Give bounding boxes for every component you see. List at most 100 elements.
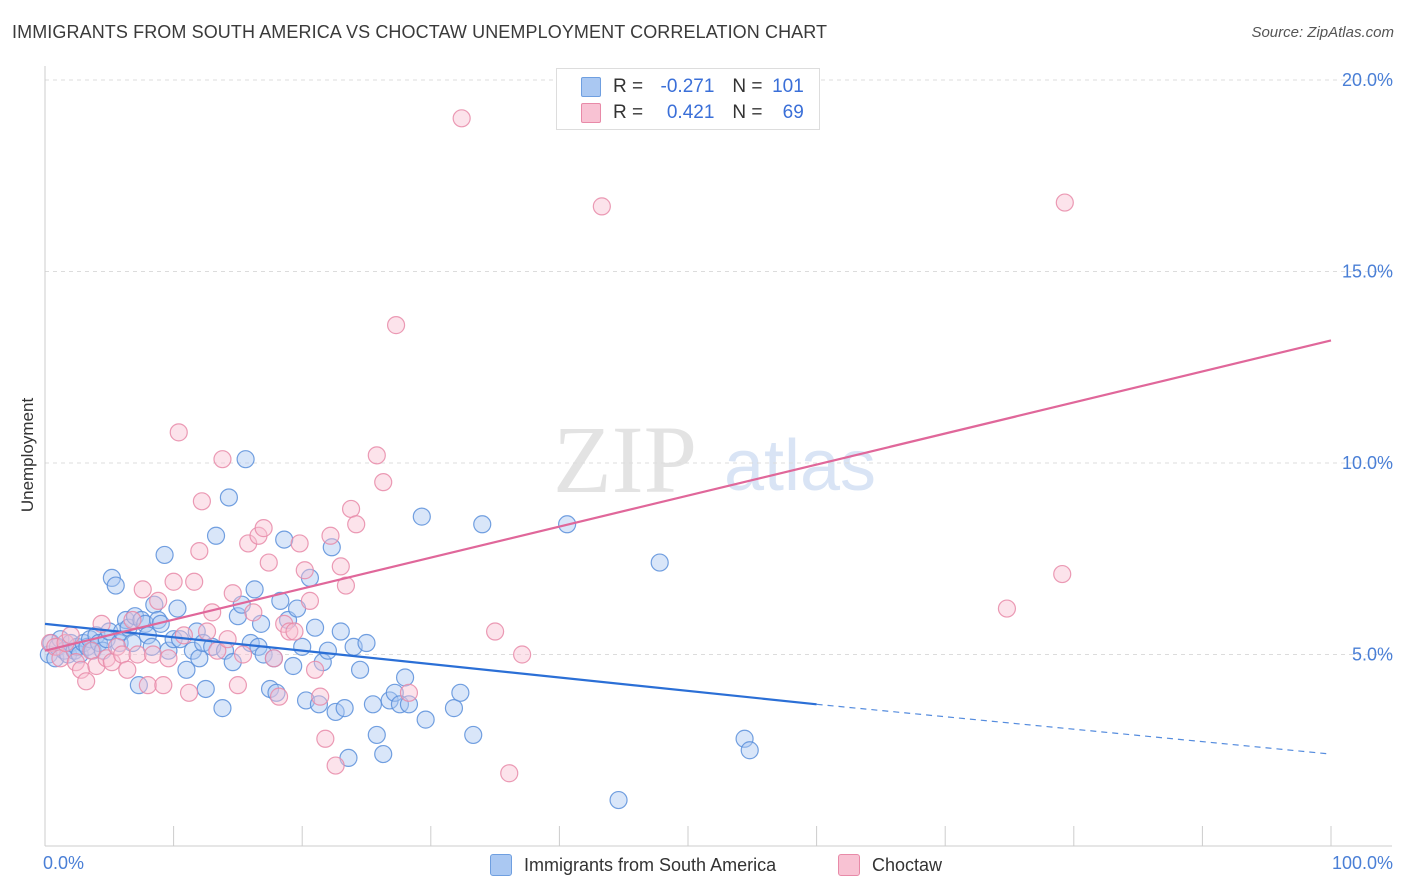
data-point bbox=[233, 645, 253, 664]
data-point bbox=[331, 557, 350, 576]
data-point bbox=[206, 526, 226, 545]
data-point bbox=[185, 572, 204, 591]
r-label: R = bbox=[613, 102, 644, 123]
data-point bbox=[87, 656, 106, 676]
data-point bbox=[174, 626, 193, 645]
series-legend: Immigrants from South America Choctaw bbox=[0, 851, 1406, 879]
data-point bbox=[305, 618, 325, 637]
legend-swatch-immigrants bbox=[490, 854, 512, 876]
data-point bbox=[318, 641, 338, 660]
series-immigrants bbox=[39, 450, 759, 810]
gridlines bbox=[45, 79, 1392, 655]
stats-row-choctaw: R = 0.421 N = 69 bbox=[581, 100, 804, 126]
data-point bbox=[363, 695, 383, 714]
data-point bbox=[218, 630, 237, 649]
data-point bbox=[412, 507, 431, 526]
legend-item-choctaw: Choctaw bbox=[838, 851, 942, 879]
y-tick-label: 5.0% bbox=[1352, 645, 1393, 665]
data-point bbox=[395, 668, 415, 687]
data-point bbox=[316, 729, 335, 748]
data-point bbox=[196, 679, 215, 699]
data-point bbox=[305, 660, 325, 679]
data-point bbox=[464, 725, 483, 745]
data-point bbox=[128, 645, 147, 664]
data-point bbox=[123, 610, 142, 630]
data-point bbox=[321, 526, 340, 545]
stats-legend: R = -0.271 N = 101 R = 0.421 N = 69 bbox=[556, 68, 820, 130]
data-point bbox=[609, 790, 628, 810]
data-point bbox=[500, 764, 519, 783]
data-point bbox=[133, 580, 152, 599]
data-point bbox=[444, 699, 464, 718]
data-point bbox=[213, 699, 232, 718]
series-choctaw bbox=[41, 109, 1074, 783]
data-point bbox=[228, 676, 247, 695]
data-point bbox=[92, 614, 111, 633]
data-point bbox=[300, 591, 320, 610]
stats-row-immigrants: R = -0.271 N = 101 bbox=[581, 74, 804, 100]
data-point bbox=[192, 492, 211, 511]
data-point bbox=[290, 534, 309, 553]
data-point bbox=[190, 649, 209, 668]
data-point bbox=[275, 530, 294, 549]
data-point bbox=[367, 725, 386, 745]
y-tick-label: 20.0% bbox=[1342, 70, 1393, 90]
data-point bbox=[271, 591, 290, 610]
data-point bbox=[239, 534, 258, 553]
data-point bbox=[309, 695, 329, 714]
data-point bbox=[374, 473, 393, 492]
data-point bbox=[228, 607, 247, 626]
data-point bbox=[285, 622, 304, 641]
watermark: ZIP atlas bbox=[553, 406, 876, 513]
data-point bbox=[269, 687, 289, 706]
y-tick-label: 10.0% bbox=[1342, 453, 1393, 473]
data-point bbox=[77, 672, 96, 691]
data-point bbox=[259, 553, 278, 572]
data-point bbox=[331, 622, 350, 641]
source-label: Source: ZipAtlas.com bbox=[1251, 24, 1394, 41]
data-point bbox=[71, 660, 91, 679]
data-point bbox=[280, 622, 299, 641]
data-point bbox=[997, 599, 1017, 618]
legend-swatch-choctaw bbox=[838, 854, 860, 876]
data-points bbox=[39, 109, 1074, 810]
data-point bbox=[123, 633, 142, 653]
data-point bbox=[82, 641, 101, 660]
data-point bbox=[159, 649, 178, 668]
r-value-immigrants: -0.271 bbox=[660, 76, 715, 97]
data-point bbox=[118, 660, 137, 679]
data-point bbox=[650, 553, 669, 572]
data-point bbox=[264, 649, 284, 668]
data-point bbox=[347, 515, 366, 534]
data-point bbox=[326, 756, 345, 775]
data-point bbox=[245, 580, 264, 599]
data-point bbox=[223, 584, 242, 603]
data-point bbox=[386, 316, 406, 335]
data-point bbox=[61, 626, 80, 645]
n-label: N = bbox=[732, 76, 763, 97]
data-point bbox=[149, 591, 168, 610]
data-point bbox=[284, 656, 303, 676]
data-point bbox=[367, 446, 386, 465]
data-point bbox=[223, 653, 242, 672]
data-point bbox=[143, 645, 163, 664]
data-point bbox=[155, 545, 174, 565]
data-point bbox=[293, 637, 312, 656]
r-label: R = bbox=[613, 76, 644, 97]
data-point bbox=[295, 561, 314, 580]
data-point bbox=[335, 699, 354, 718]
data-point bbox=[374, 744, 393, 764]
data-point bbox=[154, 676, 173, 695]
legend-item-immigrants: Immigrants from South America bbox=[490, 851, 776, 879]
data-point bbox=[416, 710, 435, 729]
trend-line-immigrants bbox=[44, 622, 817, 706]
x-tick-label: 0.0% bbox=[43, 853, 84, 873]
data-point bbox=[592, 197, 611, 216]
data-point bbox=[51, 649, 70, 668]
data-point bbox=[452, 109, 471, 128]
data-point bbox=[740, 741, 759, 760]
tick-labels: 5.0% 10.0% 15.0% 20.0% 0.0% 100.0% bbox=[43, 70, 1393, 873]
data-point bbox=[197, 622, 217, 641]
trend-line-choctaw bbox=[44, 339, 1332, 652]
